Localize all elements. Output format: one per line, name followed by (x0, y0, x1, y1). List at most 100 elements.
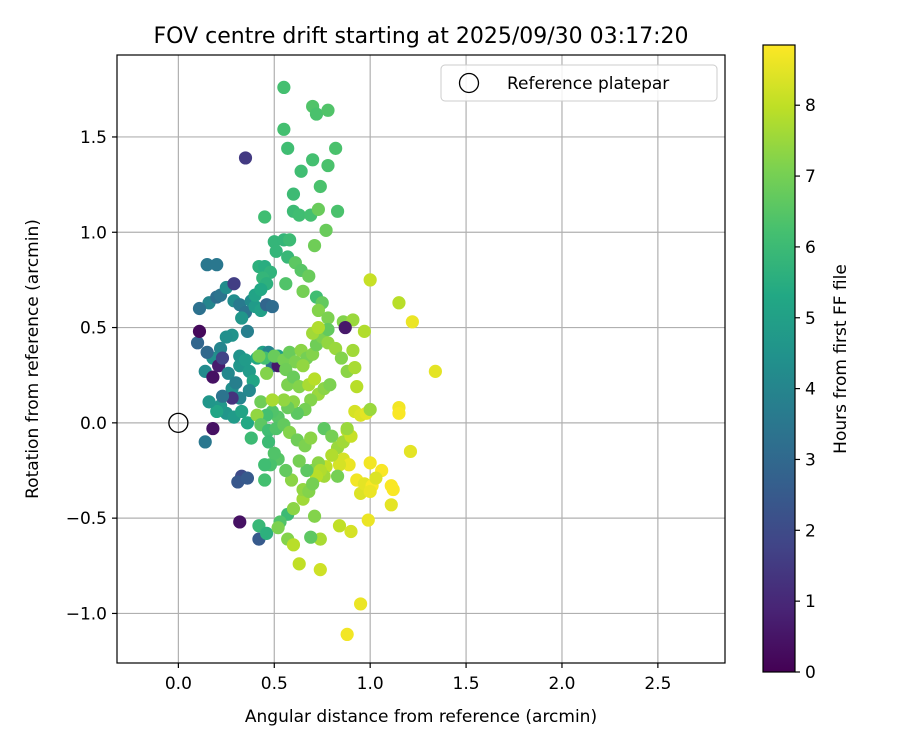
scatter-point (353, 597, 368, 611)
scatter-point (254, 395, 268, 409)
scatter-point (206, 421, 220, 436)
scatter-point (334, 351, 349, 365)
colorbar-ticks: 0 1 2 3 4 5 6 7 8 (795, 96, 816, 683)
scatter-point (233, 515, 247, 529)
scatter-point (311, 320, 325, 335)
scatter-point (323, 378, 337, 392)
x-tick-label: 2.0 (548, 674, 575, 694)
x-tick-label: 2.5 (644, 674, 671, 694)
scatter-point (238, 353, 253, 367)
x-tick-label: 1.5 (453, 674, 480, 694)
scatter-point (321, 103, 335, 117)
scatter-point (240, 324, 255, 338)
scatter-point (392, 406, 406, 420)
scatter-point (369, 471, 383, 485)
y-tick-label: 1.0 (80, 223, 107, 243)
chart-title: FOV centre drift starting at 2025/09/30 … (154, 24, 689, 49)
scatter-point (190, 336, 205, 350)
scatter-point (306, 153, 320, 167)
scatter-point (200, 345, 214, 359)
y-tick-label: 1.5 (80, 128, 107, 148)
y-tick-label: 0.5 (80, 319, 107, 339)
x-tick-label: 1.0 (357, 674, 384, 694)
scatter-point (363, 273, 377, 287)
scatter-point (357, 324, 372, 338)
legend-marker-reference (458, 72, 480, 94)
scatter-point (277, 122, 291, 136)
scatter-point (296, 284, 310, 298)
scatter-point (265, 393, 279, 407)
scatter-point (330, 469, 345, 483)
scatter-point (332, 458, 347, 472)
scatter-point (281, 141, 295, 155)
scatter-point (306, 477, 320, 491)
scatter-point (242, 383, 256, 398)
scatter-point (202, 395, 216, 409)
y-axis-ticks: −1.0 −0.5 0.0 0.5 1.0 1.5 (66, 128, 117, 624)
scatter-point (321, 311, 335, 325)
scatter-point (304, 431, 318, 445)
scatter-point (344, 524, 358, 539)
scatter-point (227, 277, 241, 291)
x-tick-label: 0.0 (165, 674, 192, 694)
y-tick-label: 0.0 (80, 414, 107, 434)
scatter-point (309, 107, 324, 121)
scatter-point (192, 324, 207, 338)
scatter-point (260, 526, 274, 540)
scatter-point (286, 370, 301, 384)
scatter-point (210, 258, 224, 272)
legend-entry-reference: Reference platepar (507, 74, 669, 94)
scatter-point (258, 458, 272, 472)
scatter-point (215, 389, 230, 403)
scatter-point (265, 299, 279, 314)
scatter-point (277, 80, 291, 95)
scatter-point (405, 315, 419, 329)
scatter-point (302, 269, 316, 283)
scatter-point (325, 429, 339, 443)
scatter-point (311, 202, 325, 216)
scatter-point (313, 179, 327, 194)
scatter-point (311, 303, 325, 317)
scatter-point (384, 498, 398, 512)
scatter-point (235, 311, 249, 325)
scatter-point (198, 435, 212, 449)
scatter-point (294, 164, 308, 178)
x-axis-ticks: 0.0 0.5 1.0 1.5 2.0 2.5 (165, 663, 671, 694)
scatter-point (261, 435, 276, 449)
scatter-point (342, 458, 356, 472)
scatter-point (363, 402, 377, 417)
y-tick-label: −0.5 (66, 509, 107, 529)
x-axis-label: Angular distance from reference (arcmin) (245, 707, 597, 727)
scatter-point (392, 296, 406, 310)
reference-layer (168, 412, 189, 433)
scatter-point (284, 473, 299, 487)
x-tick-label: 0.5 (261, 674, 288, 694)
colorbar: 0 1 2 3 4 5 6 7 8 Hours from first FF file (762, 44, 851, 683)
scatter-point (267, 446, 281, 460)
colorbar-tick-label: 3 (805, 450, 816, 470)
scatter-point (292, 454, 306, 468)
scatter-point (279, 463, 293, 478)
scatter-point (307, 509, 322, 523)
scatter-point (240, 416, 255, 430)
scatter-point (300, 463, 314, 478)
scatter-point (292, 557, 306, 571)
scatter-point (210, 404, 224, 419)
scatter-point (286, 502, 301, 516)
scatter-point (286, 187, 301, 201)
scatter-point (254, 282, 268, 297)
scatter-point (313, 563, 327, 577)
scatter-point (350, 380, 364, 394)
reference-marker (168, 412, 189, 433)
colorbar-tick-label: 0 (805, 663, 816, 683)
legend: Reference platepar (440, 64, 718, 102)
scatter-point (386, 482, 400, 497)
scatter-point (307, 238, 322, 253)
scatter-point (290, 406, 304, 420)
scatter-point (363, 484, 377, 499)
scatter-point (348, 360, 362, 375)
scatter-point (277, 393, 291, 407)
scatter-point (252, 349, 266, 363)
data-points (190, 80, 442, 642)
scatter-point (346, 343, 360, 358)
